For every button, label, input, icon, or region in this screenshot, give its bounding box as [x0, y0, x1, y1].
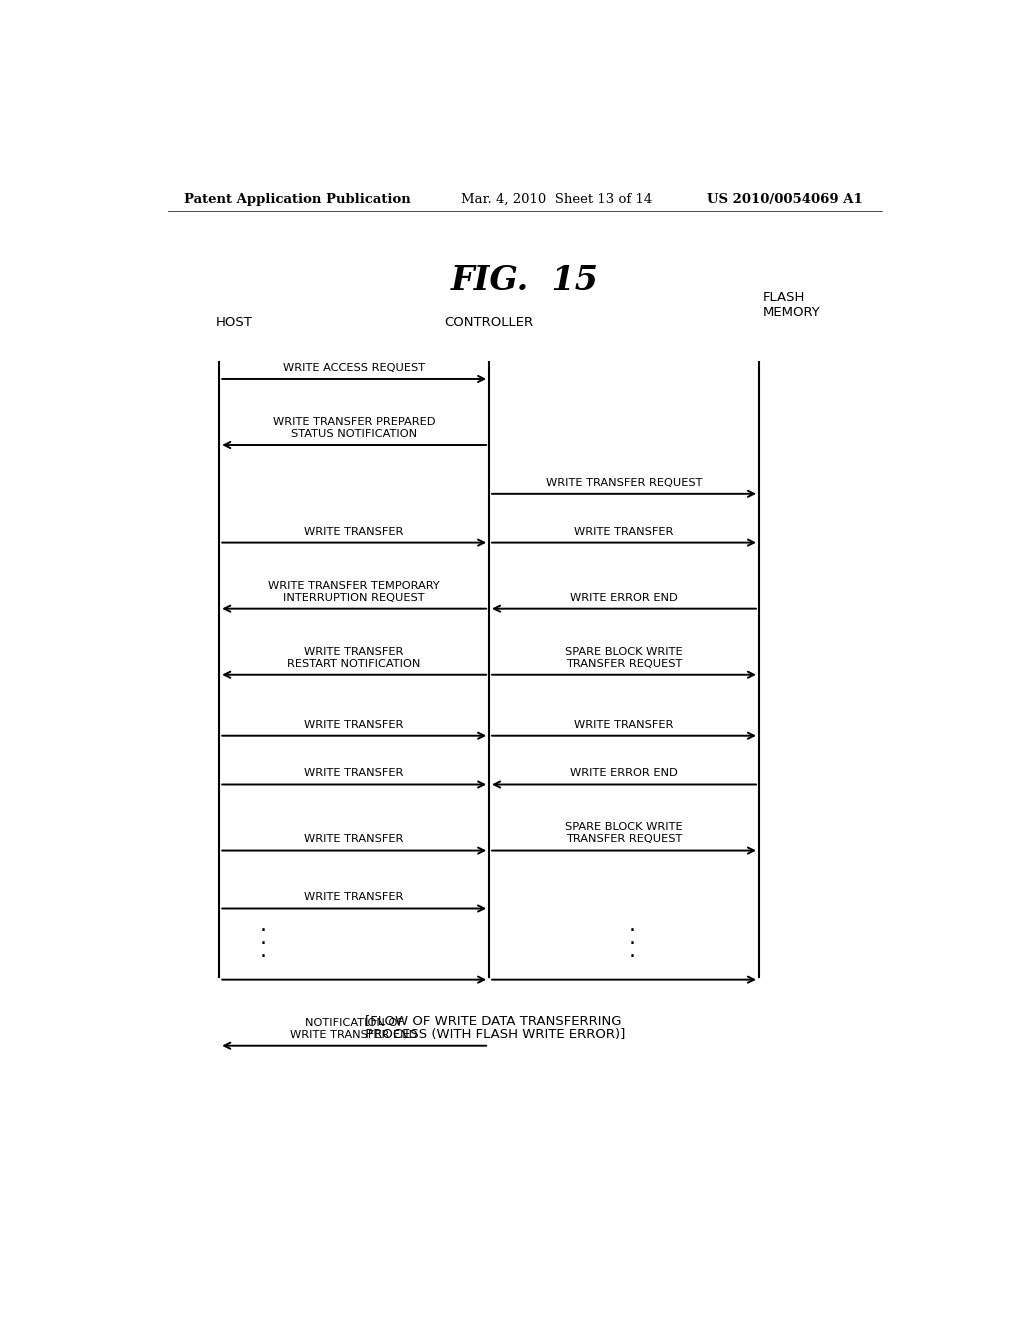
Text: ·: ·: [259, 948, 266, 968]
Text: WRITE TRANSFER REQUEST: WRITE TRANSFER REQUEST: [546, 478, 702, 487]
Text: NOTIFICATION OF
WRITE TRANSFER END: NOTIFICATION OF WRITE TRANSFER END: [291, 1018, 418, 1040]
Text: ·: ·: [629, 921, 636, 941]
Text: SPARE BLOCK WRITE
TRANSFER REQUEST: SPARE BLOCK WRITE TRANSFER REQUEST: [565, 647, 683, 669]
Text: WRITE TRANSFER TEMPORARY
INTERRUPTION REQUEST: WRITE TRANSFER TEMPORARY INTERRUPTION RE…: [268, 581, 440, 602]
Text: US 2010/0054069 A1: US 2010/0054069 A1: [708, 193, 863, 206]
Text: FLASH
MEMORY: FLASH MEMORY: [763, 290, 820, 319]
Text: WRITE ERROR END: WRITE ERROR END: [570, 593, 678, 602]
Text: WRITE TRANSFER: WRITE TRANSFER: [574, 719, 674, 730]
Text: FIG.  15: FIG. 15: [451, 264, 599, 297]
Text: WRITE TRANSFER PREPARED
STATUS NOTIFICATION: WRITE TRANSFER PREPARED STATUS NOTIFICAT…: [273, 417, 435, 440]
Text: WRITE TRANSFER: WRITE TRANSFER: [574, 527, 674, 536]
Text: ·: ·: [259, 921, 266, 941]
Text: Mar. 4, 2010  Sheet 13 of 14: Mar. 4, 2010 Sheet 13 of 14: [461, 193, 652, 206]
Text: PROCESS (WITH FLASH WRITE ERROR)]: PROCESS (WITH FLASH WRITE ERROR)]: [360, 1028, 626, 1040]
Text: HOST: HOST: [215, 317, 252, 329]
Text: ·: ·: [259, 935, 266, 954]
Text: WRITE ACCESS REQUEST: WRITE ACCESS REQUEST: [283, 363, 425, 372]
Text: WRITE TRANSFER: WRITE TRANSFER: [304, 719, 403, 730]
Text: SPARE BLOCK WRITE
TRANSFER REQUEST: SPARE BLOCK WRITE TRANSFER REQUEST: [565, 822, 683, 845]
Text: WRITE TRANSFER: WRITE TRANSFER: [304, 834, 403, 845]
Text: [FLOW OF WRITE DATA TRANSFERRING: [FLOW OF WRITE DATA TRANSFERRING: [365, 1015, 622, 1027]
Text: CONTROLLER: CONTROLLER: [444, 317, 534, 329]
Text: WRITE TRANSFER: WRITE TRANSFER: [304, 768, 403, 779]
Text: ·: ·: [629, 948, 636, 968]
Text: Patent Application Publication: Patent Application Publication: [183, 193, 411, 206]
Text: WRITE TRANSFER: WRITE TRANSFER: [304, 892, 403, 903]
Text: WRITE TRANSFER: WRITE TRANSFER: [304, 527, 403, 536]
Text: ·: ·: [629, 935, 636, 954]
Text: WRITE TRANSFER
RESTART NOTIFICATION: WRITE TRANSFER RESTART NOTIFICATION: [288, 647, 421, 669]
Text: WRITE ERROR END: WRITE ERROR END: [570, 768, 678, 779]
